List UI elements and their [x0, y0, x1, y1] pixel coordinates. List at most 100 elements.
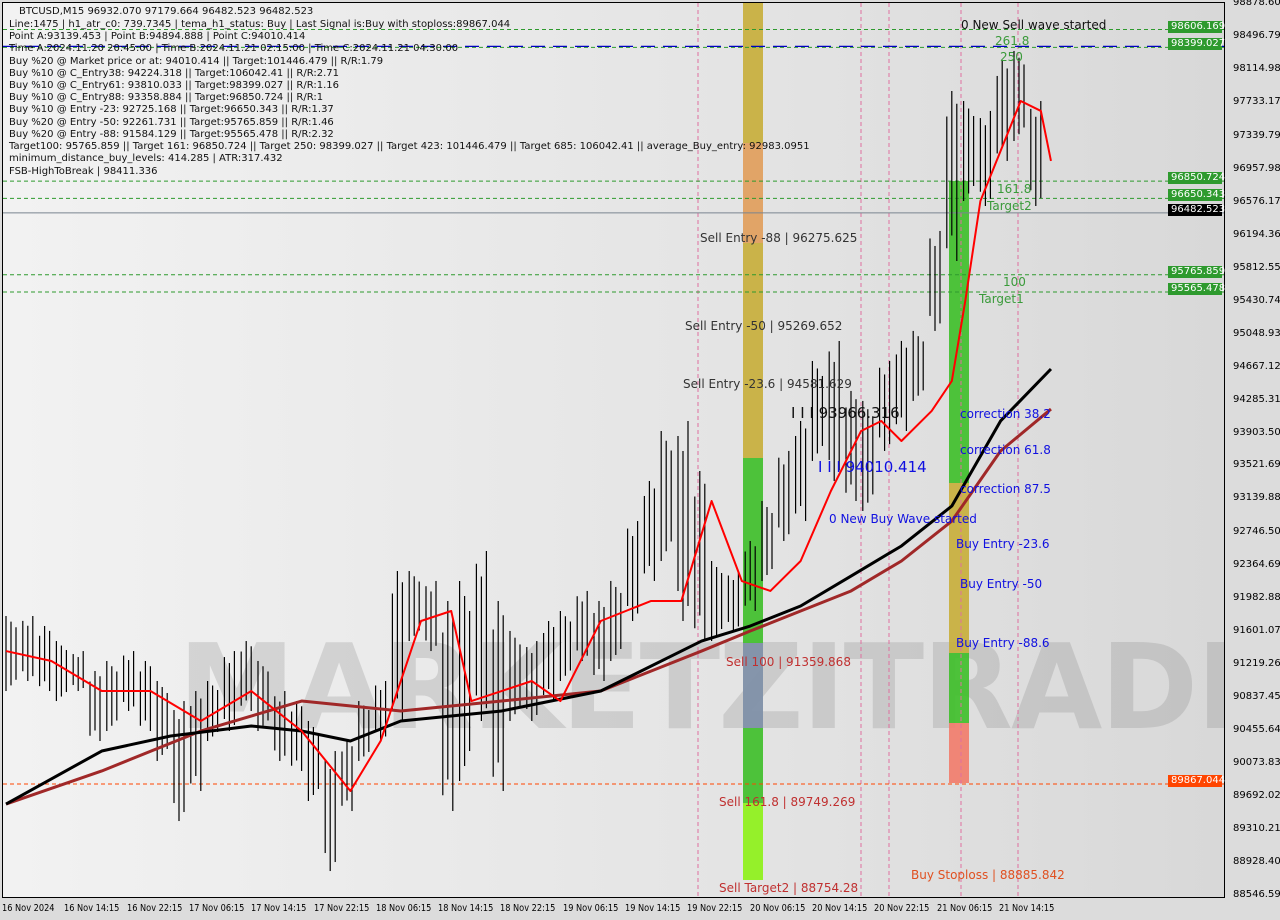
ma-brown-line — [5, 407, 1052, 806]
zone-column — [949, 483, 969, 653]
x-tick-label: 18 Nov 22:15 — [500, 903, 556, 914]
x-tick-label: 21 Nov 14:15 — [998, 903, 1055, 914]
zone-column — [743, 143, 763, 243]
y-tick-label: 90837.450 — [1233, 691, 1280, 703]
info-line: Buy %10 @ C_Entry88: 93358.884 || Target… — [9, 92, 324, 104]
y-tick-label: 96957.980 — [1233, 162, 1280, 174]
buy-entry-236-label: Buy Entry -23.6 — [956, 537, 1050, 551]
fsb-high-to-break: FSB-HighToBreak | 98411.336 — [9, 166, 158, 177]
target1-label: Target1 — [979, 292, 1024, 306]
x-tick-label: 17 Nov 06:15 — [188, 903, 245, 914]
info-line: Buy %20 @ Market price or at: 94010.414 … — [9, 55, 384, 67]
y-tick-label: 96576.170 — [1233, 195, 1280, 207]
x-tick-label: 20 Nov 22:15 — [874, 903, 930, 914]
y-tick-label: 94667.120 — [1233, 360, 1280, 372]
sell-entry-236-label: Sell Entry -23.6 | 94581.629 — [683, 377, 852, 391]
y-tick-label: 98496.790 — [1233, 29, 1280, 41]
buy-stoploss-label: Buy Stoploss | 88885.842 — [911, 868, 1065, 882]
x-tick-label: 20 Nov 06:15 — [749, 903, 805, 914]
price-level-tag: 98606.169 — [1168, 20, 1225, 33]
target2-label: Target2 — [987, 199, 1032, 213]
price-level-tag: 95765.859 — [1168, 265, 1225, 278]
x-tick-label: 19 Nov 06:15 — [562, 903, 618, 914]
correction-382-label: correction 38.2 — [960, 407, 1051, 421]
sell-100-label: Sell 100 | 91359.868 — [726, 655, 851, 669]
price-level-tag: 96650.343 — [1168, 189, 1225, 202]
y-tick-label: 90073.830 — [1233, 757, 1280, 769]
price-level-tag: 96850.724 — [1168, 172, 1225, 185]
x-tick-label: 18 Nov 14:15 — [438, 903, 494, 914]
x-tick-label: 19 Nov 22:15 — [687, 903, 743, 914]
point-b-label: I I I 93966.316 — [791, 404, 900, 422]
y-tick-label: 97339.790 — [1233, 129, 1280, 141]
buy-entry-886-label: Buy Entry -88.6 — [956, 636, 1050, 650]
zone-column — [743, 3, 763, 143]
buy-entry-50-label: Buy Entry -50 — [960, 577, 1043, 591]
ma-black-line — [5, 367, 1053, 806]
x-tick-label: 16 Nov 2024 — [2, 903, 55, 914]
chart-title: BTCUSD,M15 96932.070 97179.664 96482.523… — [19, 6, 314, 17]
correction-618-label: correction 61.8 — [960, 443, 1051, 457]
zone-column — [949, 723, 969, 783]
y-tick-label: 90455.640 — [1233, 724, 1280, 736]
y-tick-label: 95812.550 — [1233, 261, 1280, 273]
zone-column — [743, 243, 763, 458]
zone-column — [743, 458, 763, 643]
y-tick-label: 91601.070 — [1233, 625, 1280, 637]
x-tick-label: 16 Nov 22:15 — [126, 903, 182, 914]
zone-column — [743, 728, 763, 803]
fib-100-label: 100 — [1003, 275, 1026, 289]
info-line: Buy %20 @ Entry -88: 91584.129 || Target… — [9, 128, 334, 140]
chart-plot-area[interactable]: MARKETZITRADE BTCUSD,M15 96932.070 97179… — [2, 2, 1225, 898]
sell-wave-label: 0 New Sell wave started — [961, 18, 1107, 32]
fib-250-label: 250 — [1000, 50, 1023, 64]
x-tick-label: 17 Nov 22:15 — [313, 903, 369, 914]
price-level-tag: 96482.523 — [1168, 203, 1225, 216]
price-level-tag: 89867.044 — [1168, 775, 1225, 787]
y-tick-label: 95048.930 — [1233, 327, 1280, 339]
info-line: Buy %10 @ C_Entry61: 93810.033 || Target… — [9, 80, 339, 91]
x-tick-label: 21 Nov 06:15 — [936, 903, 992, 914]
y-tick-label: 88546.590 — [1233, 889, 1280, 900]
price-chart-svg — [3, 3, 1224, 897]
x-tick-label: 16 Nov 14:15 — [64, 903, 120, 914]
info-line: minimum_distance_buy_levels: 414.285 | A… — [9, 153, 283, 165]
sell-entry-88-label: Sell Entry -88 | 96275.625 — [700, 231, 858, 245]
y-tick-label: 98114.980 — [1233, 62, 1280, 74]
y-tick-label: 89692.020 — [1233, 790, 1280, 802]
sell-1618-label: Sell 161.8 | 89749.269 — [719, 795, 856, 809]
y-tick-label: 93903.500 — [1233, 426, 1280, 438]
fib-2618-label: 261.8 — [995, 34, 1030, 48]
point-c-label: I I I 94010.414 — [818, 458, 927, 476]
y-tick-label: 88928.400 — [1233, 856, 1280, 868]
y-tick-label: 91219.260 — [1233, 658, 1280, 670]
info-line: Point A:93139.453 | Point B:94894.888 | … — [9, 31, 306, 43]
info-line: Buy %10 @ C_Entry38: 94224.318 || Target… — [9, 67, 339, 79]
buy-wave-label: 0 New Buy Wave started — [829, 512, 977, 526]
y-tick-label: 94285.310 — [1233, 393, 1280, 405]
x-tick-label: 18 Nov 06:15 — [375, 903, 432, 914]
price-level-tag: 98399.027 — [1168, 38, 1225, 51]
y-tick-label: 91982.880 — [1233, 592, 1280, 604]
x-tick-label: 20 Nov 14:15 — [811, 903, 868, 914]
x-tick-label: 17 Nov 14:15 — [251, 903, 307, 914]
price-level-tag: 95565.478 — [1168, 283, 1225, 296]
y-tick-label: 92746.500 — [1233, 526, 1280, 538]
fib-1618-label: 161.8 — [997, 182, 1032, 196]
zone-column — [949, 653, 969, 723]
tema-red-line — [5, 100, 1052, 792]
info-line: Line:1475 | h1_atr_c0: 739.7345 | tema_h… — [9, 19, 511, 30]
y-tick-label: 98878.600 — [1233, 0, 1280, 8]
y-tick-label: 89310.210 — [1233, 823, 1280, 835]
y-tick-label: 97733.170 — [1233, 95, 1280, 107]
info-line: Buy %10 @ Entry -23: 92725.168 || Target… — [9, 104, 334, 116]
x-tick-label: 19 Nov 14:15 — [625, 903, 681, 914]
y-tick-label: 93139.880 — [1233, 492, 1280, 504]
sell-target2-label: Sell Target2 | 88754.28 — [719, 881, 859, 895]
info-line: Buy %20 @ Entry -50: 92261.731 || Target… — [9, 116, 334, 128]
zone-column — [743, 803, 763, 880]
y-tick-label: 93521.690 — [1233, 459, 1280, 471]
info-line: Time A:2024.11.20 20:45:00 | Time B:2024… — [9, 43, 459, 55]
zone-column — [743, 643, 763, 728]
correction-875-label: correction 87.5 — [960, 482, 1051, 496]
